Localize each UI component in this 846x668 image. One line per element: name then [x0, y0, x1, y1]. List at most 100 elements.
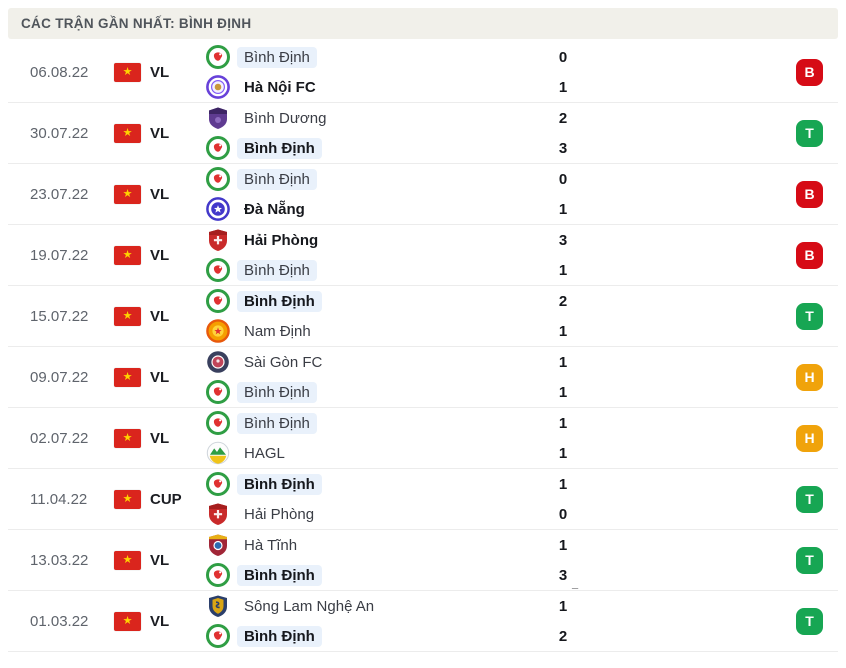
- home-score: 1: [558, 353, 568, 371]
- away-score: 1: [558, 78, 568, 96]
- match-row[interactable]: 23.07.22 ★ VL Bình Định Đà Nẵng 0 1: [8, 164, 838, 225]
- match-row[interactable]: 09.07.22 ★ VL Sài Gòn FC Bình Định 1 1: [8, 347, 838, 408]
- scores-cell: 1 1: [548, 347, 578, 407]
- home-team-name[interactable]: Bình Định: [237, 168, 317, 190]
- home-team-line: Sài Gòn FC: [206, 347, 548, 377]
- teams-cell: Hà Tĩnh Bình Định: [206, 530, 548, 590]
- competition-cell: ★ VL: [114, 306, 206, 326]
- home-team-name[interactable]: Sài Gòn FC: [244, 353, 323, 371]
- match-date: 11.04.22: [30, 490, 88, 508]
- result-badge: H: [796, 363, 823, 391]
- flag-star-icon: ★: [122, 553, 133, 566]
- match-list: 06.08.22 ★ VL Bình Định Hà Nội FC 0 1: [8, 42, 838, 652]
- teams-cell: Bình Định Đà Nẵng: [206, 164, 548, 224]
- vietnam-flag-icon: ★: [114, 489, 141, 509]
- home-team-name[interactable]: Hải Phòng: [244, 231, 319, 249]
- competition-label: VL: [150, 124, 170, 142]
- result-badge: B: [796, 180, 823, 208]
- team-logo-song-lam-nghe-an-icon: [206, 594, 230, 618]
- away-score: 0: [558, 505, 568, 523]
- scores-cell: 0 1: [548, 42, 578, 102]
- scores-cell: 1 0: [548, 469, 578, 529]
- match-row[interactable]: 06.08.22 ★ VL Bình Định Hà Nội FC 0 1: [8, 42, 838, 103]
- home-team-name[interactable]: Hà Tĩnh: [244, 536, 298, 554]
- match-row[interactable]: 11.04.22 ★ CUP Bình Định Hải Phòng 1 0: [8, 469, 838, 530]
- away-team-name[interactable]: Đà Nẵng: [244, 200, 305, 218]
- competition-cell: ★ VL: [114, 245, 206, 265]
- away-score: 3: [558, 139, 568, 157]
- home-team-name[interactable]: Bình Dương: [244, 109, 327, 127]
- away-team-line: Bình Định: [206, 560, 548, 590]
- away-team-name[interactable]: Bình Định: [237, 137, 322, 159]
- match-date: 19.07.22: [30, 246, 89, 264]
- competition-label: VL: [150, 612, 170, 630]
- widget-header: CÁC TRẬN GẦN NHẤT: BÌNH ĐỊNH: [8, 8, 838, 39]
- vietnam-flag-icon: ★: [114, 550, 141, 570]
- away-team-line: Bình Định: [206, 621, 548, 651]
- home-team-name[interactable]: Bình Định: [237, 46, 317, 68]
- away-team-name[interactable]: Bình Định: [237, 625, 322, 647]
- away-team-line: Bình Định: [206, 377, 548, 407]
- away-score: 1: [558, 322, 568, 340]
- match-row[interactable]: 01.03.22 ★ VL Sông Lam Nghệ An Bình Định…: [8, 591, 838, 652]
- match-row[interactable]: 02.07.22 ★ VL Bình Định HAGL 1 1: [8, 408, 838, 469]
- flag-star-icon: ★: [122, 614, 133, 627]
- away-team-name[interactable]: HAGL: [244, 444, 285, 462]
- home-team-line: Bình Dương: [206, 103, 548, 133]
- competition-cell: ★ VL: [114, 123, 206, 143]
- away-team-line: Hải Phòng: [206, 499, 548, 529]
- team-logo-binh-dinh-icon: [206, 411, 230, 435]
- scores-cell: 2 3: [548, 103, 578, 163]
- scores-cell: 1 2: [548, 591, 578, 651]
- home-team-name[interactable]: Bình Định: [237, 290, 322, 312]
- away-team-name[interactable]: Hà Nội FC: [244, 78, 316, 96]
- flag-star-icon: ★: [122, 431, 133, 444]
- competition-label: VL: [150, 185, 170, 203]
- away-team-name[interactable]: Bình Định: [237, 259, 317, 281]
- flag-star-icon: ★: [122, 309, 133, 322]
- home-score: 1: [558, 597, 568, 615]
- scores-cell: 1 3 _: [548, 530, 579, 591]
- team-logo-binh-dinh-icon: [206, 45, 230, 69]
- away-team-name[interactable]: Nam Định: [244, 322, 311, 340]
- home-team-line: Bình Định: [206, 42, 548, 72]
- team-logo-binh-dinh-icon: [206, 167, 230, 191]
- away-score: 1: [558, 444, 568, 462]
- team-logo-ha-tinh-icon: [206, 533, 230, 557]
- flag-star-icon: ★: [122, 187, 133, 200]
- competition-cell: ★ VL: [114, 611, 206, 631]
- match-row[interactable]: 13.03.22 ★ VL Hà Tĩnh Bình Định 1 3: [8, 530, 838, 591]
- home-team-line: Bình Định: [206, 469, 548, 499]
- away-team-name[interactable]: Bình Định: [237, 381, 317, 403]
- widget-title: CÁC TRẬN GẦN NHẤT: BÌNH ĐỊNH: [21, 16, 252, 31]
- result-badge: H: [796, 424, 823, 452]
- home-team-line: Sông Lam Nghệ An: [206, 591, 548, 621]
- teams-cell: Bình Dương Bình Định: [206, 103, 548, 163]
- away-team-name[interactable]: Hải Phòng: [244, 505, 315, 523]
- match-row[interactable]: 19.07.22 ★ VL Hải Phòng Bình Định 3 1: [8, 225, 838, 286]
- result-badge: T: [796, 607, 823, 635]
- team-logo-binh-dinh-icon: [206, 472, 230, 496]
- match-row[interactable]: 30.07.22 ★ VL Bình Dương Bình Định 2 3: [8, 103, 838, 164]
- team-logo-binh-dinh-icon: [206, 624, 230, 648]
- team-logo-hagl-icon: [206, 441, 230, 465]
- away-team-name[interactable]: Bình Định: [237, 564, 322, 586]
- home-team-name[interactable]: Bình Định: [237, 412, 317, 434]
- result-badge: B: [796, 241, 823, 269]
- match-date: 09.07.22: [30, 368, 89, 386]
- match-row[interactable]: 15.07.22 ★ VL Bình Định Nam Định 2 1: [8, 286, 838, 347]
- match-date: 01.03.22: [30, 612, 89, 630]
- away-team-line: Bình Định: [206, 133, 548, 163]
- home-team-name[interactable]: Bình Định: [237, 473, 322, 495]
- teams-cell: Bình Định Nam Định: [206, 286, 548, 346]
- flag-star-icon: ★: [122, 492, 133, 505]
- competition-cell: ★ VL: [114, 184, 206, 204]
- away-score: 3 _: [558, 566, 579, 591]
- result-badge: T: [796, 302, 823, 330]
- competition-label: VL: [150, 63, 170, 81]
- result-badge: B: [796, 58, 823, 86]
- scores-cell: 0 1: [548, 164, 578, 224]
- home-team-name[interactable]: Sông Lam Nghệ An: [244, 597, 375, 615]
- teams-cell: Bình Định Hà Nội FC: [206, 42, 548, 102]
- competition-label: VL: [150, 307, 170, 325]
